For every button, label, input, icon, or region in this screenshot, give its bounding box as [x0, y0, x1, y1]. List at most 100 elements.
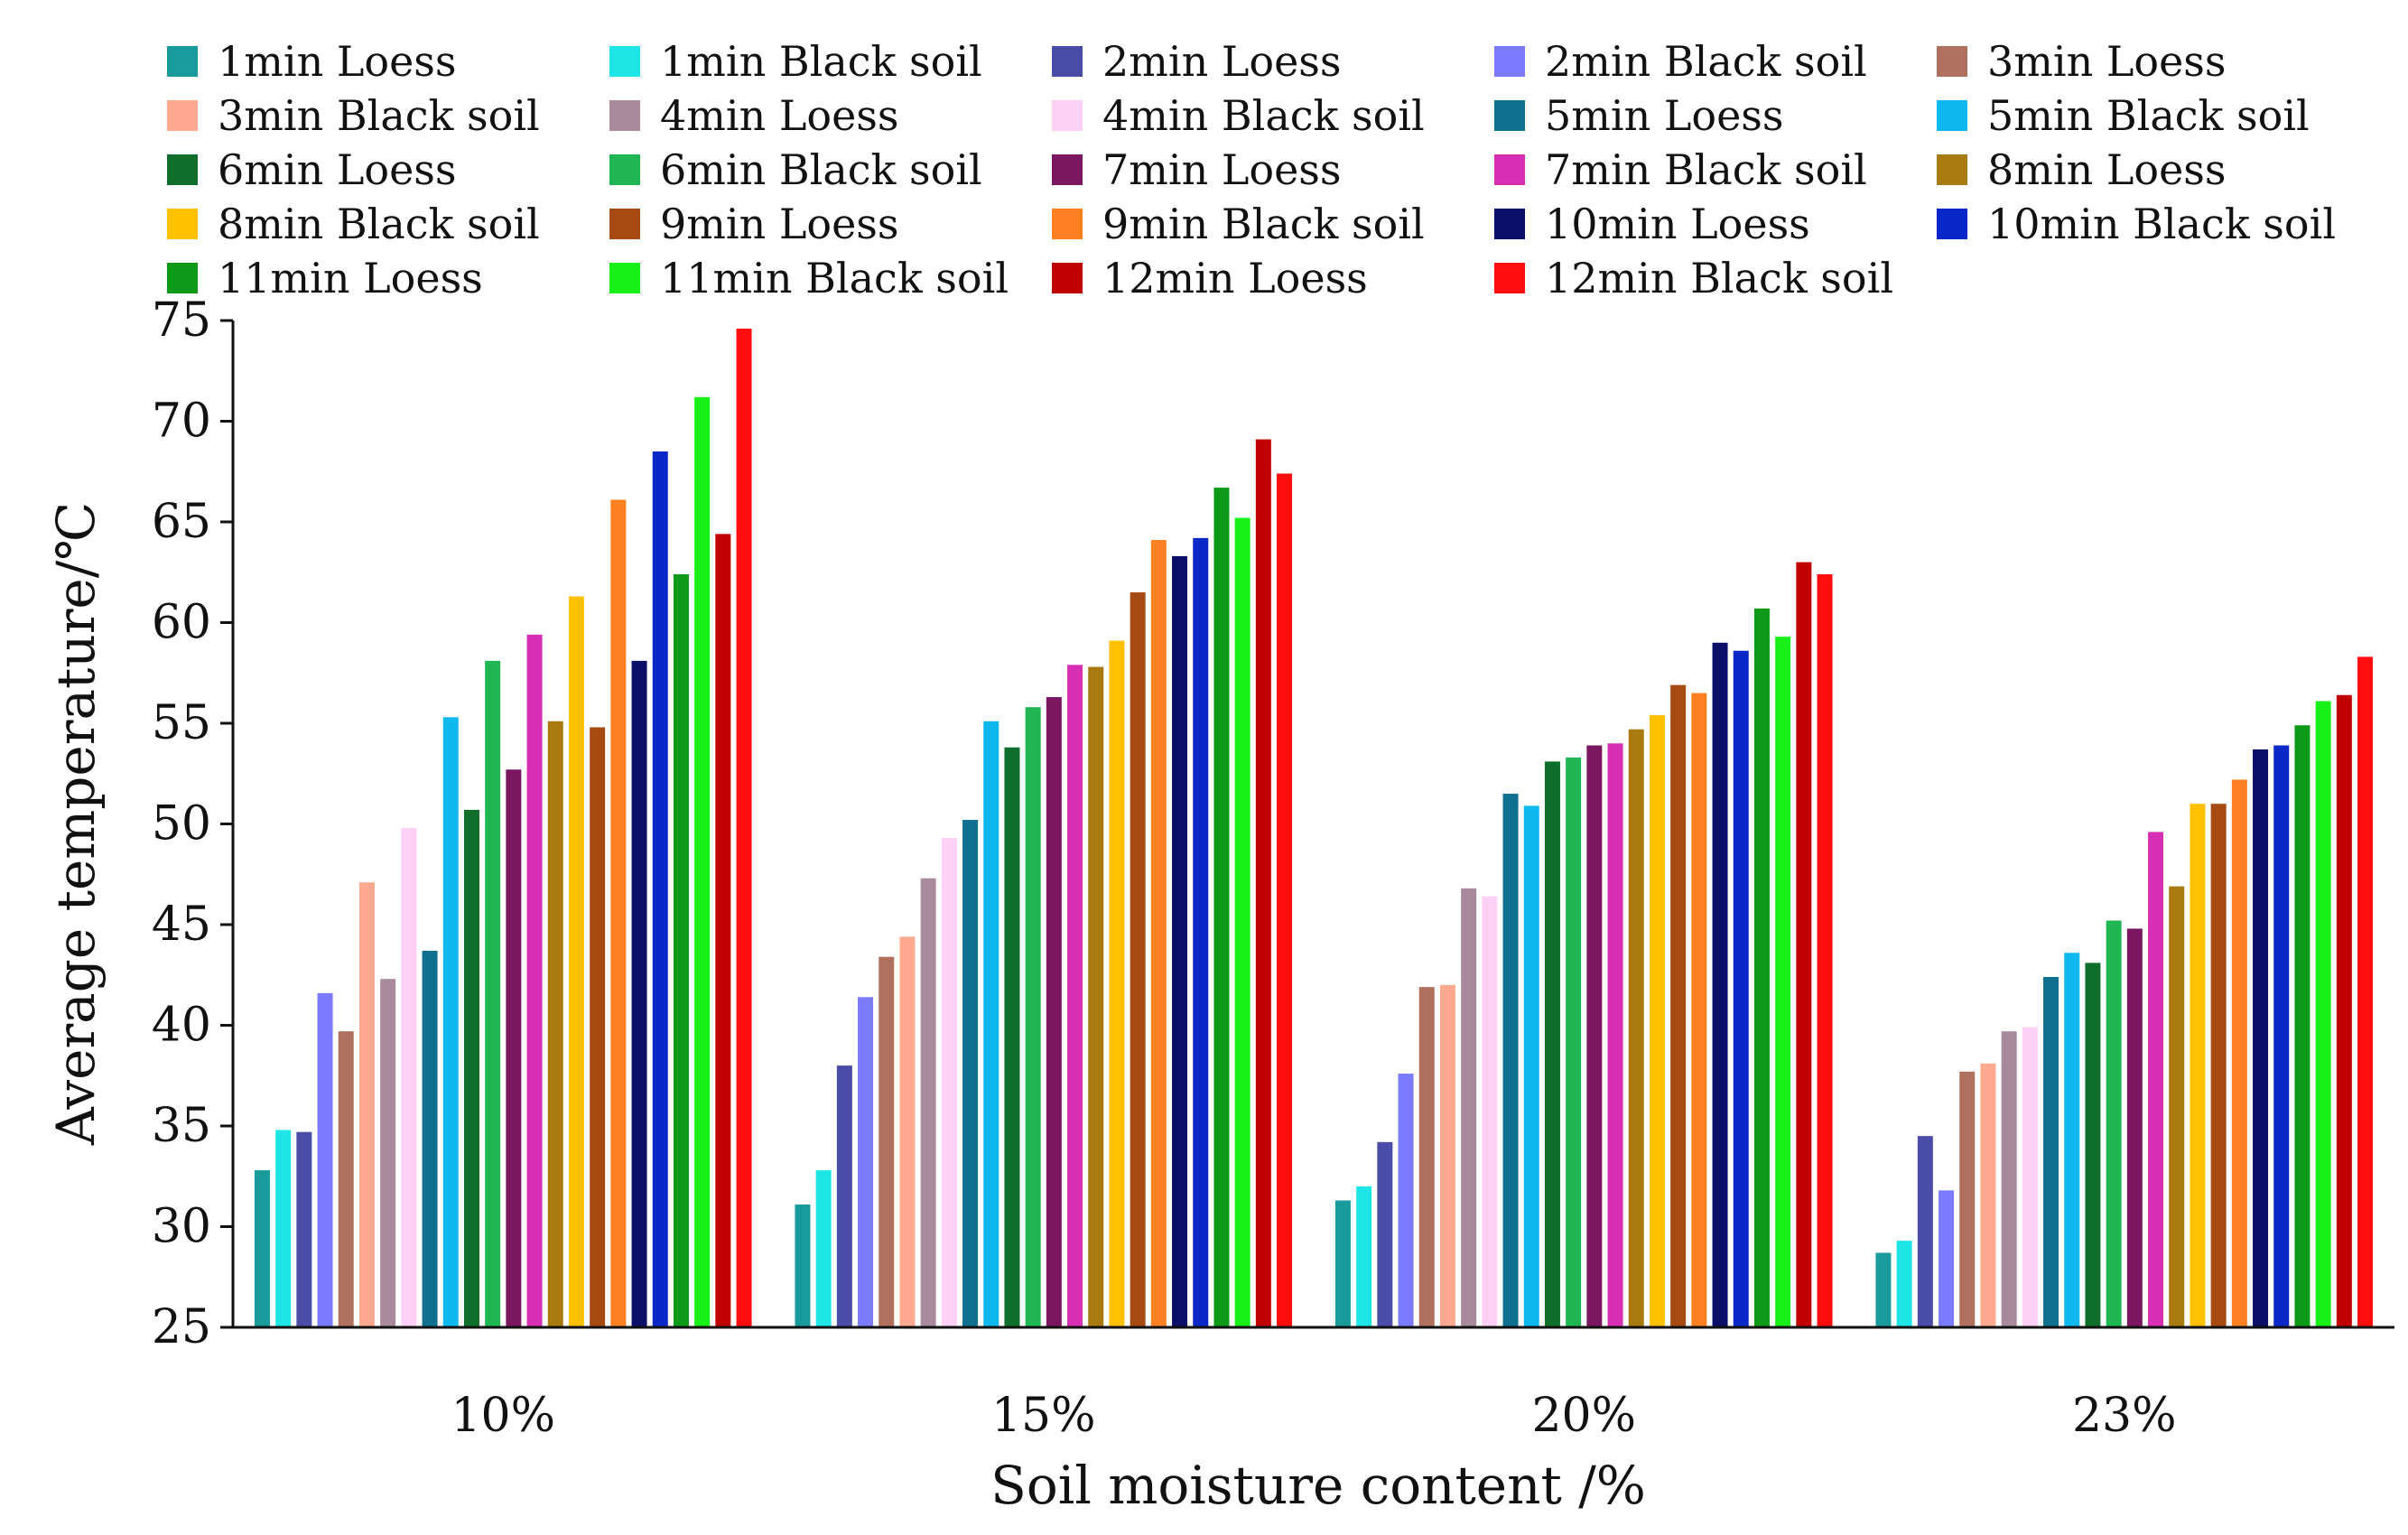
legend-item: 7min Loess [1052, 145, 1342, 194]
bar [2022, 1027, 2038, 1327]
legend-label: 6min Loess [218, 145, 457, 194]
legend-item: 10min Loess [1494, 200, 1810, 248]
legend-item: 8min Loess [1937, 145, 2227, 194]
bar [2001, 1031, 2017, 1327]
legend-label: 8min Black soil [218, 200, 540, 248]
bar [2357, 656, 2374, 1327]
legend-item: 12min Black soil [1494, 254, 1893, 302]
y-tick-label: 35 [152, 1099, 211, 1153]
bar [920, 878, 936, 1327]
bar [2315, 701, 2331, 1327]
bar [1150, 540, 1167, 1327]
y-tick-label: 65 [152, 495, 211, 549]
x-tick-label: 20% [1531, 1389, 1636, 1443]
legend-swatch [609, 263, 640, 293]
legend-swatch [1494, 154, 1525, 185]
bar [1025, 707, 1041, 1327]
legend-item: 3min Loess [1937, 37, 2227, 86]
bars [254, 328, 2374, 1327]
bar [1670, 684, 1687, 1327]
bar [590, 727, 606, 1327]
y-tick-label: 60 [152, 596, 211, 650]
legend-label: 4min Black soil [1102, 91, 1425, 140]
bar [1334, 1200, 1351, 1327]
bar [1418, 987, 1435, 1327]
bar [2064, 953, 2080, 1327]
legend-swatch [167, 46, 198, 77]
legend-item: 2min Loess [1052, 37, 1342, 86]
legend-swatch [609, 154, 640, 185]
legend-swatch [167, 209, 198, 239]
bar [631, 660, 647, 1327]
bar [1398, 1074, 1414, 1327]
y-tick-label: 55 [152, 696, 211, 750]
legend-item: 7min Black soil [1494, 145, 1867, 194]
bar [275, 1130, 292, 1327]
bar [1896, 1241, 1912, 1327]
bar [941, 838, 957, 1327]
legend-item: 10min Black soil [1937, 200, 2336, 248]
legend-item: 6min Black soil [609, 145, 982, 194]
legend-label: 7min Loess [1102, 145, 1342, 194]
bar [1109, 640, 1125, 1327]
bar [358, 882, 375, 1327]
bar [1461, 888, 1477, 1327]
x-axis-title: Soil moisture content /% [990, 1455, 1646, 1516]
bar [254, 1170, 270, 1327]
legend-label: 6min Black soil [660, 145, 982, 194]
bar [2148, 832, 2164, 1327]
legend-swatch [1494, 263, 1525, 293]
bar [962, 820, 979, 1327]
bar [1356, 1186, 1372, 1327]
bar [1523, 805, 1539, 1327]
bar [1130, 592, 1146, 1327]
legend-label: 10min Black soil [1987, 200, 2336, 248]
bar [338, 1031, 354, 1327]
x-tick-label: 23% [2072, 1389, 2177, 1443]
legend-item: 12min Loess [1052, 254, 1368, 302]
y-tick-label: 30 [152, 1200, 211, 1254]
legend-swatch [1937, 154, 1967, 185]
legend-item: 4min Loess [609, 91, 899, 140]
bar [1193, 537, 1209, 1327]
bar [1712, 642, 1728, 1327]
bar [879, 956, 895, 1327]
bar [2210, 804, 2227, 1327]
bar [1277, 473, 1293, 1327]
legend-swatch [167, 263, 198, 293]
legend-swatch [1937, 209, 1967, 239]
bar [1046, 697, 1062, 1327]
bar [1439, 984, 1455, 1327]
legend-label: 4min Loess [660, 91, 899, 140]
y-tick-label: 25 [152, 1300, 211, 1354]
bar [836, 1065, 852, 1327]
bar [1544, 761, 1560, 1327]
legend-label: 9min Loess [660, 200, 899, 248]
legend-item: 11min Black soil [609, 254, 1009, 302]
bar [1502, 794, 1519, 1327]
bar [317, 992, 333, 1327]
legend-swatch [1494, 46, 1525, 77]
bar [1482, 896, 1498, 1327]
legend-item: 8min Black soil [167, 200, 540, 248]
bar [485, 660, 501, 1327]
legend: 1min Loess 1min Black soil 2min Loess 2min … [167, 37, 2336, 302]
bar [1775, 637, 1791, 1327]
bar [815, 1170, 832, 1327]
bar [1004, 747, 1020, 1327]
y-tick-label: 45 [152, 898, 211, 952]
bar [1628, 729, 1644, 1327]
legend-label: 10min Loess [1545, 200, 1810, 248]
bar [526, 634, 543, 1327]
legend-swatch [167, 100, 198, 131]
legend-label: 11min Black soil [660, 254, 1009, 302]
bar [2273, 745, 2290, 1327]
legend-label: 5min Loess [1545, 91, 1784, 140]
bar [2126, 928, 2143, 1327]
legend-label: 9min Black soil [1102, 200, 1425, 248]
legend-item: 5min Loess [1494, 91, 1784, 140]
legend-label: 3min Black soil [218, 91, 540, 140]
bar [1817, 573, 1833, 1327]
legend-item: 3min Black soil [167, 91, 540, 140]
